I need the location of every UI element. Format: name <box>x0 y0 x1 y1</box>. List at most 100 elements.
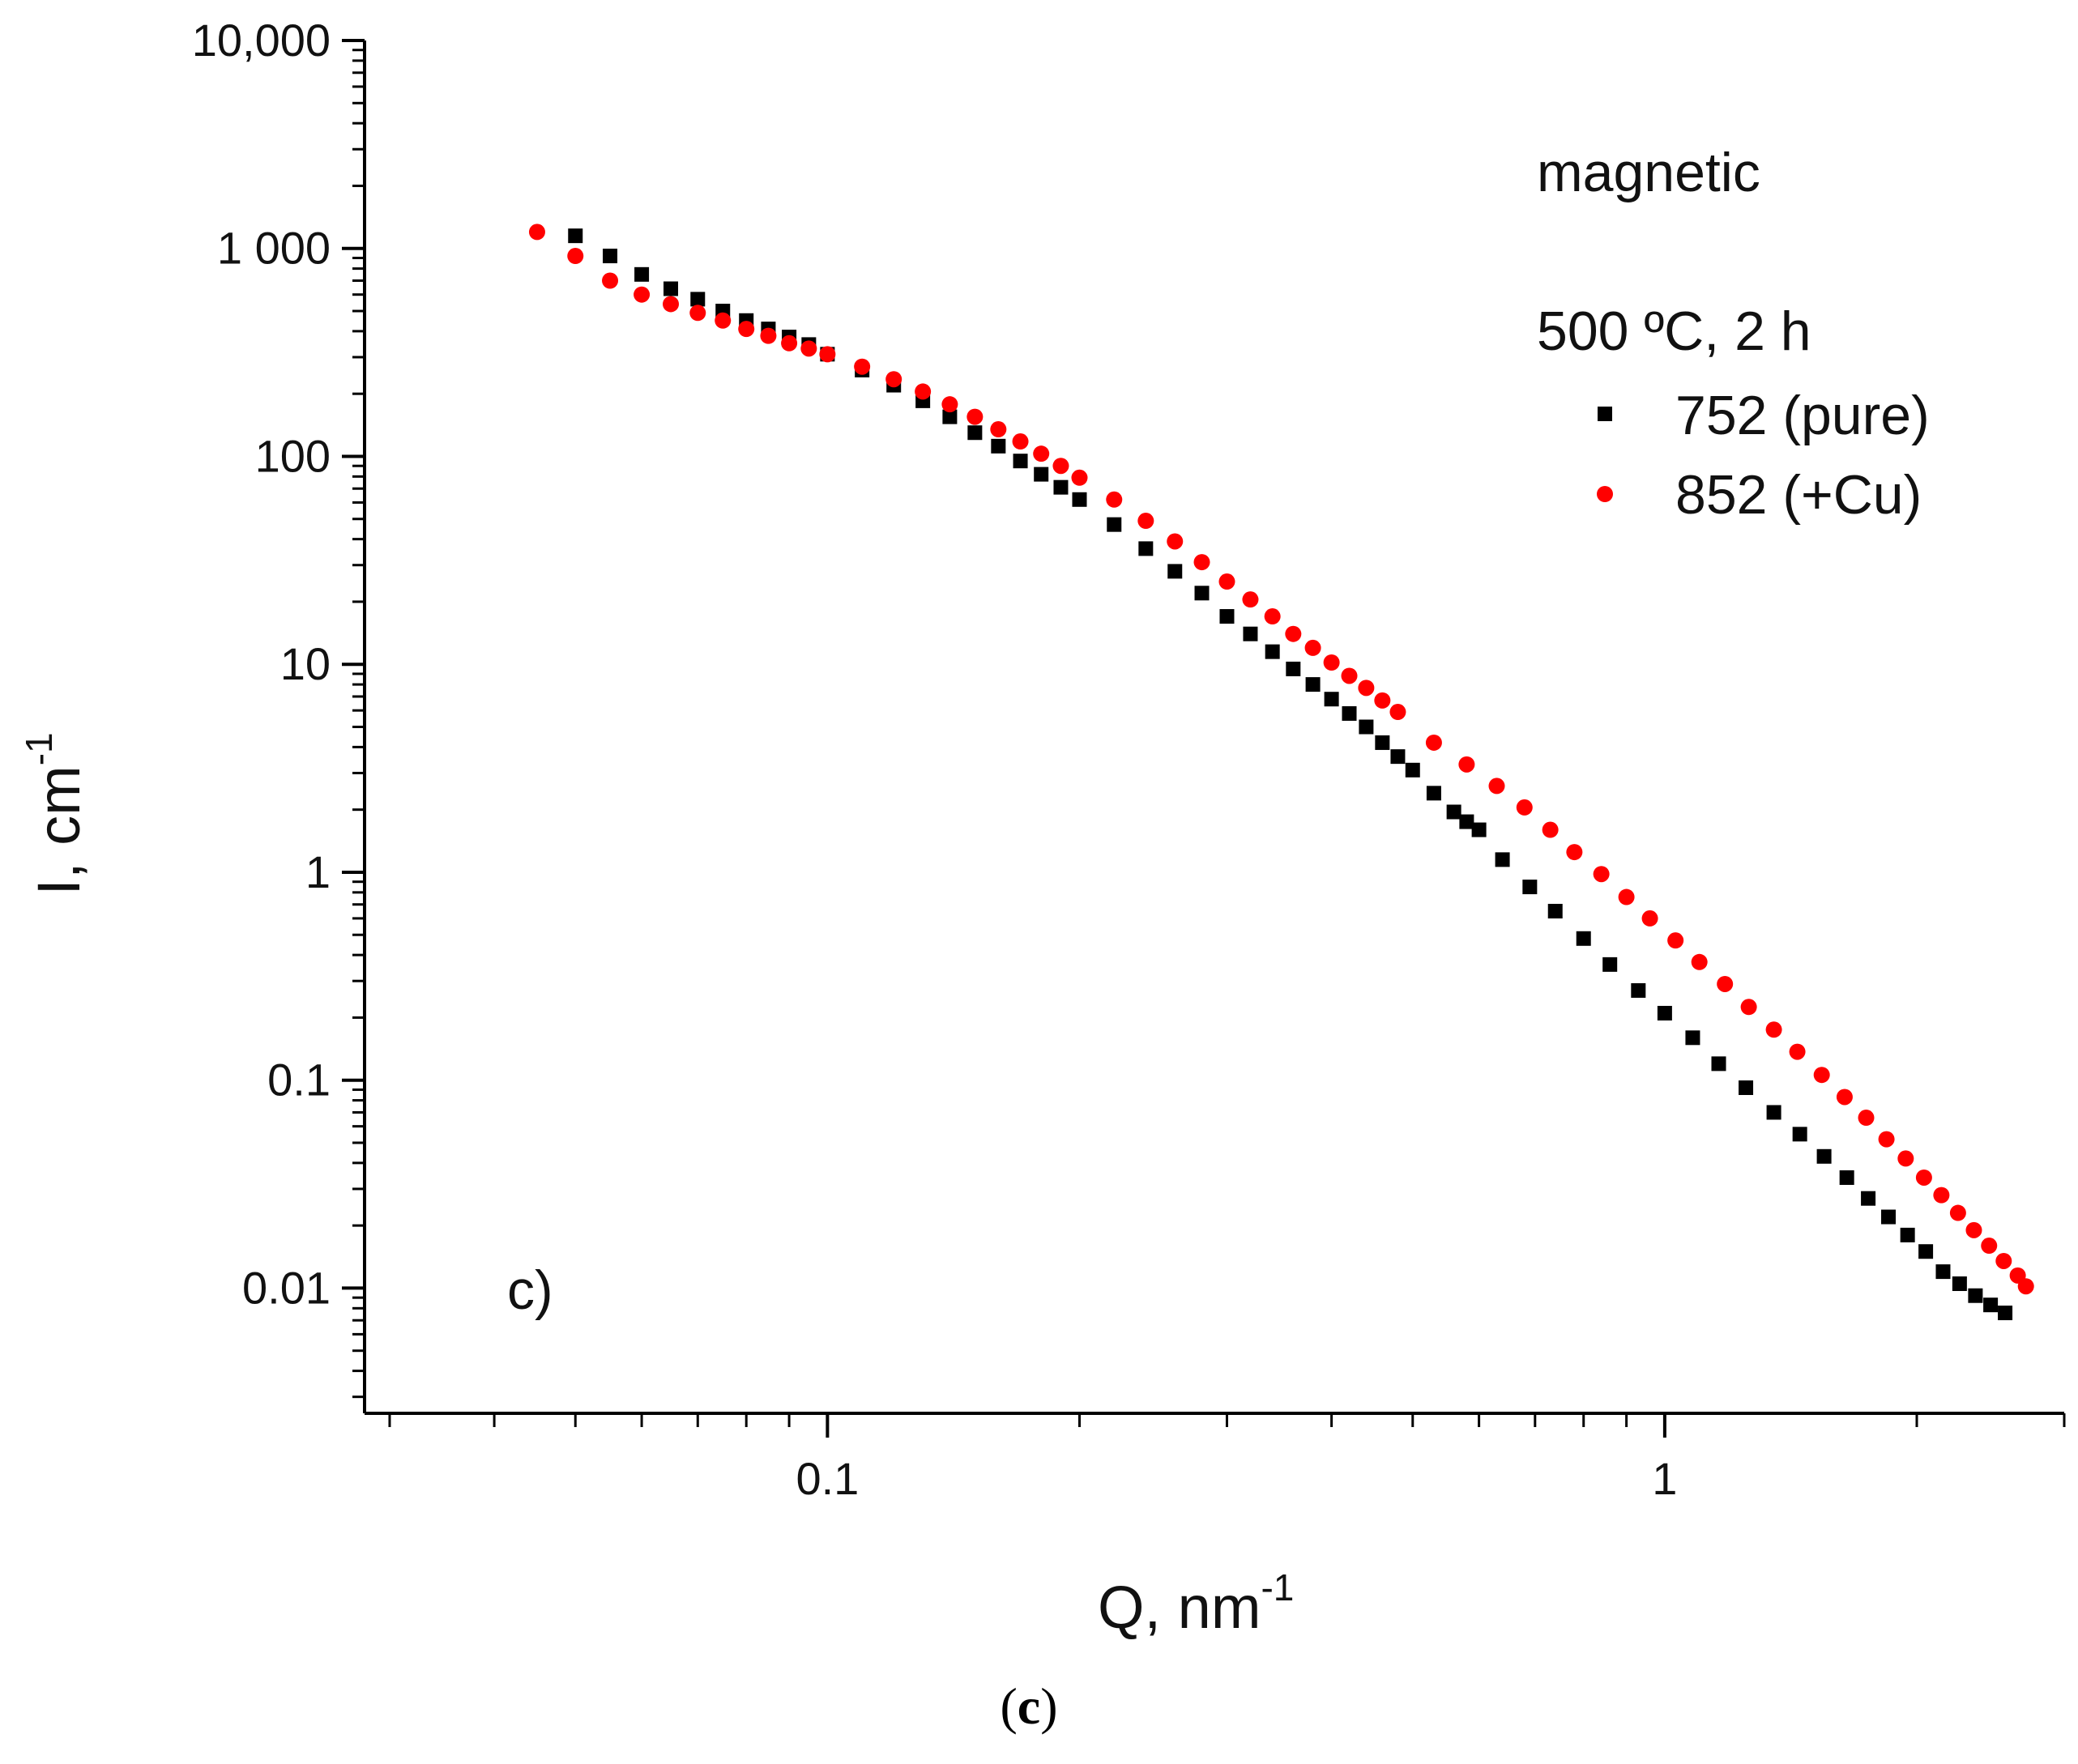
data-point-square <box>1375 735 1390 750</box>
legend-marker-752 <box>1598 407 1612 421</box>
data-point-square <box>1107 517 1122 532</box>
data-marks <box>528 224 2034 1321</box>
data-point-circle <box>689 305 706 322</box>
data-point-square <box>1657 1005 1672 1020</box>
data-point-circle <box>2017 1278 2034 1295</box>
legend-label-752: 752 (pure) <box>1675 385 1930 446</box>
data-point-square <box>1167 564 1183 579</box>
data-point-circle <box>1516 799 1533 816</box>
data-point-square <box>690 292 706 307</box>
data-point-square <box>634 266 650 282</box>
data-point-circle <box>1691 953 1708 970</box>
data-point-square <box>568 228 583 244</box>
data-point-circle <box>760 327 777 344</box>
data-point-square <box>967 425 983 441</box>
data-point-square <box>1631 982 1646 998</box>
data-point-circle <box>1389 704 1406 721</box>
y-tick-label: 10 <box>280 638 331 689</box>
data-point-square <box>1547 903 1563 918</box>
data-point-circle <box>1323 654 1340 671</box>
data-point-circle <box>966 408 984 425</box>
data-point-circle <box>1641 910 1658 927</box>
data-point-square <box>1983 1297 1999 1313</box>
y-tick-label: 10,000 <box>192 15 331 66</box>
data-point-square <box>1522 880 1538 895</box>
data-point-circle <box>634 286 651 303</box>
data-point-circle <box>715 312 732 329</box>
data-point-square <box>942 409 958 424</box>
data-point-circle <box>1071 469 1088 486</box>
legend-label-852: 852 (+Cu) <box>1675 464 1922 526</box>
data-point-circle <box>1106 491 1123 508</box>
data-point-circle <box>1858 1110 1875 1127</box>
data-point-square <box>1072 492 1087 507</box>
data-point-circle <box>1740 999 1757 1016</box>
caption-letter: c <box>1018 1677 1040 1735</box>
y-axis-title-superscript: -1 <box>18 732 60 765</box>
data-point-circle <box>528 224 545 241</box>
data-point-square <box>1816 1148 1832 1164</box>
data-point-circle <box>1218 573 1235 590</box>
data-point-circle <box>1458 756 1475 773</box>
data-point-square <box>1286 661 1301 676</box>
data-point-circle <box>1813 1067 1830 1084</box>
data-point-square <box>1459 814 1474 829</box>
panel-label: c) <box>507 1259 553 1321</box>
x-tick-label: 0.1 <box>796 1453 859 1504</box>
data-point-circle <box>567 248 584 265</box>
data-point-circle <box>819 346 836 363</box>
data-point-circle <box>1012 433 1029 450</box>
data-point-circle <box>1981 1238 1998 1255</box>
data-point-square <box>1792 1127 1807 1142</box>
data-point-circle <box>1965 1221 1982 1238</box>
data-point-circle <box>1915 1169 1932 1186</box>
data-point-circle <box>1264 608 1281 625</box>
y-axis-title-text: I, cm <box>25 765 92 895</box>
data-point-circle <box>1137 513 1154 530</box>
x-axis-title: Q, nm-1 <box>1098 1566 1294 1641</box>
data-point-circle <box>1949 1204 1966 1221</box>
data-point-square <box>664 281 679 296</box>
data-point-circle <box>915 383 932 400</box>
data-point-circle <box>1167 533 1184 550</box>
data-point-square <box>1685 1030 1700 1046</box>
data-point-circle <box>990 421 1007 438</box>
data-point-circle <box>1542 821 1559 838</box>
legend-marker-852 <box>1597 486 1613 502</box>
data-point-circle <box>1933 1187 1950 1204</box>
data-point-square <box>1013 454 1028 469</box>
data-point-square <box>1998 1306 2013 1321</box>
data-point-circle <box>1717 975 1734 992</box>
data-point-square <box>1053 479 1069 495</box>
data-point-square <box>1359 719 1374 735</box>
data-point-square <box>1390 749 1406 765</box>
data-point-square <box>1861 1191 1876 1206</box>
legend: magnetic 500 ºC, 2 h 752 (pure) 852 (+Cu… <box>1537 142 1930 526</box>
data-point-circle <box>1358 680 1375 697</box>
y-tick-label: 1 000 <box>217 223 331 274</box>
series-1 <box>528 224 2034 1295</box>
data-point-square <box>1881 1209 1897 1225</box>
data-point-square <box>1194 586 1210 601</box>
data-point-circle <box>1836 1089 1853 1106</box>
data-point-square <box>1305 677 1321 692</box>
plot-frame <box>363 40 2064 1415</box>
data-point-square <box>1766 1105 1781 1120</box>
data-point-circle <box>1488 778 1505 795</box>
data-point-square <box>1324 692 1339 707</box>
data-point-square <box>1495 852 1510 867</box>
data-point-circle <box>1618 888 1635 905</box>
data-point-square <box>1918 1244 1934 1259</box>
x-axis-title-text: Q, nm <box>1098 1574 1261 1641</box>
data-point-square <box>1576 931 1591 946</box>
y-tick-label: 0.1 <box>267 1055 331 1106</box>
data-point-square <box>603 249 618 264</box>
data-point-circle <box>1193 554 1210 571</box>
y-tick-label: 100 <box>255 430 331 481</box>
data-point-square <box>1243 626 1258 641</box>
data-point-circle <box>1789 1043 1806 1060</box>
data-point-square <box>1739 1080 1754 1095</box>
data-point-circle <box>602 272 619 289</box>
figure-caption: (c) <box>1000 1677 1057 1735</box>
